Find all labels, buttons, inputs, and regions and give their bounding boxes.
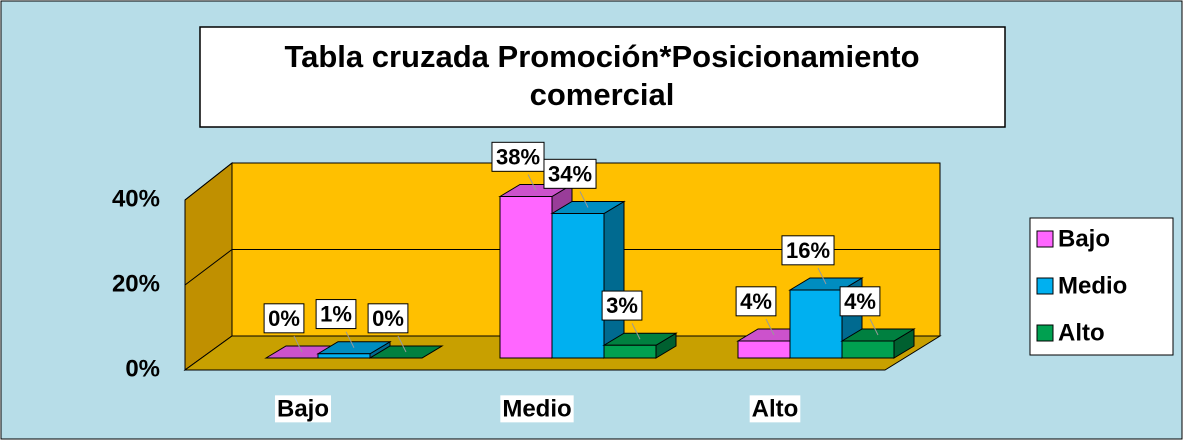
x-tick-label: Bajo	[277, 395, 329, 422]
value-label: 0%	[372, 306, 404, 331]
x-tick-label-box	[500, 395, 574, 423]
value-label: 38%	[496, 144, 540, 169]
legend-label: Medio	[1058, 272, 1127, 299]
value-label: 4%	[740, 289, 772, 314]
value-label-box	[263, 303, 305, 334]
legend	[1029, 217, 1174, 356]
y-tick-label: 0%	[125, 355, 160, 382]
bar	[499, 196, 553, 359]
legend-swatch	[1036, 230, 1054, 248]
leader-line	[869, 318, 879, 336]
value-label: 3%	[606, 293, 638, 318]
x-tick-label: Medio	[502, 395, 571, 422]
bar	[789, 289, 843, 359]
value-label-box	[781, 235, 835, 266]
value-label-box	[491, 141, 545, 172]
value-label-box	[601, 290, 643, 321]
x-tick-label-box	[749, 395, 801, 423]
y-tick-label: 40%	[112, 185, 160, 212]
legend-label: Alto	[1058, 319, 1105, 346]
value-label: 4%	[844, 289, 876, 314]
chart-title: Tabla cruzada Promoción*Posicionamiento c…	[284, 39, 919, 112]
leader-line	[765, 318, 775, 336]
legend-label: Bajo	[1058, 225, 1110, 252]
bar	[317, 353, 371, 359]
leader-line	[527, 174, 537, 191]
x-tick-label-box	[274, 395, 332, 423]
leader-line	[345, 331, 355, 348]
leader-line	[293, 335, 303, 353]
leader-line	[631, 323, 641, 340]
value-label: 1%	[320, 302, 352, 327]
value-label-box	[839, 286, 881, 317]
value-label-box	[315, 299, 357, 330]
value-label: 34%	[548, 161, 592, 186]
legend-swatch	[1036, 277, 1054, 295]
grid-line	[184, 162, 233, 201]
value-label-box	[543, 158, 597, 189]
leader-line	[817, 267, 827, 285]
title-box	[199, 26, 1006, 128]
bar	[737, 340, 791, 359]
value-label: 16%	[786, 238, 830, 263]
leader-line	[397, 335, 407, 353]
bar	[551, 213, 605, 359]
value-label-box	[367, 303, 409, 334]
bar	[841, 340, 895, 359]
leader-line	[579, 191, 589, 208]
legend-swatch	[1036, 324, 1054, 342]
y-tick-label: 20%	[112, 270, 160, 297]
value-label: 0%	[268, 306, 300, 331]
grid-line	[184, 249, 233, 286]
x-tick-label: Alto	[752, 395, 799, 422]
bar	[603, 344, 657, 359]
value-label-box	[735, 286, 777, 317]
